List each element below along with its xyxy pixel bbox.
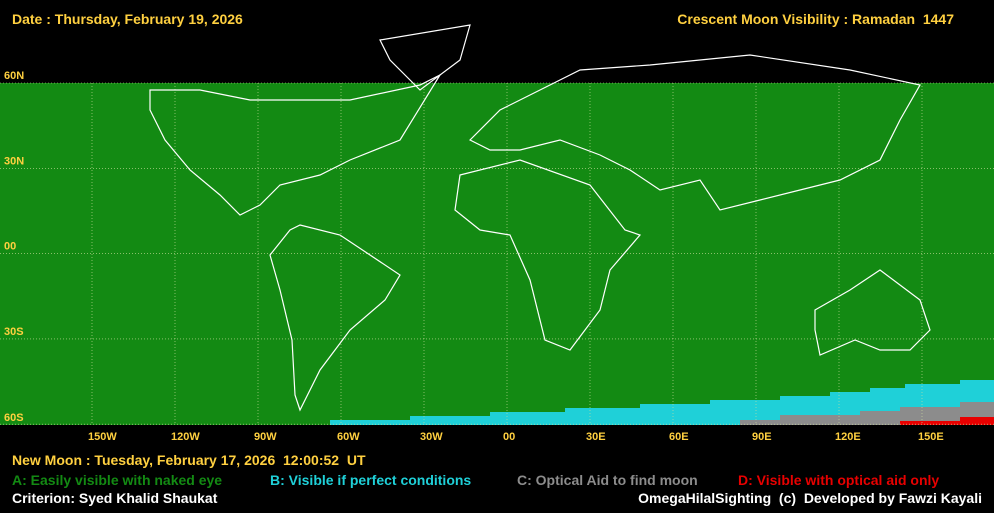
zone-d xyxy=(900,417,994,425)
lon-label: 90W xyxy=(254,431,277,443)
lon-label: 150W xyxy=(88,431,117,443)
coastline xyxy=(468,54,921,211)
lat-label: 30N xyxy=(4,155,24,167)
coastline xyxy=(814,269,931,356)
legend-b: B: Visible if perfect conditions xyxy=(270,472,472,488)
lon-label: 60W xyxy=(337,431,360,443)
lat-label: 60S xyxy=(4,412,24,424)
date: Date : Thursday, February 19, 2026 xyxy=(12,11,243,27)
lon-label: 120W xyxy=(171,431,200,443)
zone-c xyxy=(740,402,994,425)
coastline xyxy=(379,24,471,91)
new-moon: New Moon : Tuesday, February 17, 2026 12… xyxy=(12,452,366,468)
title: Crescent Moon Visibility : Ramadan 1447 xyxy=(677,11,954,27)
lat-label: 00 xyxy=(4,241,16,253)
zone-b xyxy=(330,380,994,425)
lon-label: 30E xyxy=(586,431,606,443)
grid xyxy=(0,82,994,425)
lon-label: 150E xyxy=(918,431,944,443)
criterion: Criterion: Syed Khalid Shaukat xyxy=(12,490,218,506)
lat-label: 30S xyxy=(4,326,24,338)
lon-label: 30W xyxy=(420,431,443,443)
lon-label: 90E xyxy=(752,431,772,443)
lon-label: 00 xyxy=(503,431,515,443)
legend-d: D: Visible with optical aid only xyxy=(738,472,940,488)
zone-a xyxy=(0,83,994,425)
coastline xyxy=(149,73,442,216)
lon-label: 120E xyxy=(835,431,861,443)
lat-label: 60N xyxy=(4,70,24,82)
credit: OmegaHilalSighting (c) Developed by Fawz… xyxy=(638,490,982,506)
legend-c: C: Optical Aid to find moon xyxy=(517,472,698,488)
legend-a: A: Easily visible with naked eye xyxy=(12,472,223,488)
lon-label: 60E xyxy=(669,431,689,443)
coastline xyxy=(269,224,401,412)
coastline xyxy=(454,159,642,351)
